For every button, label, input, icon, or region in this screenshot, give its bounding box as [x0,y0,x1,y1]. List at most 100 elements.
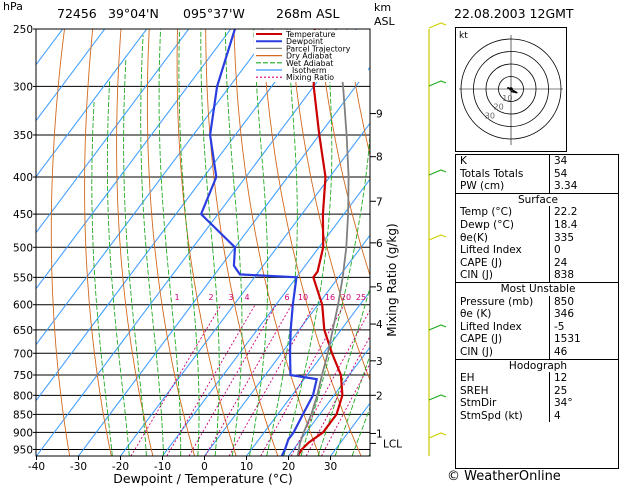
legend-entry: Mixing Ratio [286,73,334,82]
wet-adiabat-line [266,29,298,456]
dry-adiabat-line [290,29,370,382]
wet-adiabat-line [106,81,130,456]
height-tick-label: 5 [376,282,383,294]
mixing-ratio-axis-label: Mixing Ratio (g/kg) [385,223,399,336]
mixing-ratio-tick-label: 16 [325,293,335,302]
dry-adiabat-line [116,29,154,456]
hodograph-trace [507,87,518,94]
dry-adiabat-line [318,29,370,277]
legend-entry: Dry Adiabat [286,52,332,61]
index-label: Lifted Index [460,320,522,333]
wind-barb [428,324,447,331]
pressure-tick-label: 250 [13,24,33,36]
temperature-tick-label: 0 [201,461,208,473]
wet-adiabat-line [351,406,370,456]
isotherm-line [415,29,451,456]
hodograph-ring-label: 30 [485,111,495,120]
hodograph-section-title: Hodograph [456,358,618,373]
temperature-tick-label: 30 [324,461,337,473]
dry-adiabat-line [84,29,112,456]
height-tick-label: 9 [376,109,383,121]
station-latitude: 39°04'N [108,6,159,21]
index-value: 0 [549,244,618,257]
pressure-tick-label: 650 [13,325,33,337]
wet-adiabat-line [200,29,220,456]
wet-adiabat-line [334,354,370,456]
height-tick-label: 8 [376,152,383,164]
hodograph-origin [509,87,513,91]
wet-adiabat-line [300,128,370,456]
pressure-tick-label: 500 [13,242,33,254]
wind-barb-column [428,22,447,456]
weatheronline-credit: © WeatherOnline [447,469,561,484]
isotherm-line [246,290,370,456]
pressure-tick-label: 550 [13,272,33,284]
wet-adiabat-line [158,29,182,456]
height-tick-label: 1 [376,428,383,440]
surface-section-title: Surface [456,192,618,207]
index-value: 54 [549,167,618,181]
index-label: CIN (J) [460,269,493,282]
temperature-tick-label: -10 [154,461,171,473]
pressure-tick-label: 350 [13,130,33,142]
wind-barb [428,234,447,241]
index-value: 12 [549,372,618,385]
dry-adiabat-line [261,29,362,456]
wind-barb [428,394,447,401]
mixing-ratio-line [166,304,256,456]
index-value: 4 [549,409,618,423]
dry-adiabat-line [233,29,320,456]
legend-entry: Temperature [285,30,336,39]
asl-unit-label: ASL [374,15,395,28]
pressure-tick-label: 950 [13,444,33,456]
index-label: SREH [460,384,489,397]
index-label: StmDir [460,397,497,410]
hodograph-ring-label: 20 [494,103,504,112]
most-unstable-section-title: Most Unstable [456,281,618,296]
index-value: 34 [549,155,618,168]
pressure-tick-label: 450 [13,209,33,221]
pressure-tick-label: 600 [13,300,33,312]
wind-barb [428,169,447,176]
index-label: Totals Totals [460,167,524,180]
index-value: 18.4 [549,218,618,232]
mixing-ratio-tick-label: 20 [341,293,351,302]
isotherm-line [36,29,190,234]
temperature-tick-label: 20 [282,461,295,473]
mixing-ratio-tick-label: 6 [284,293,289,302]
hodograph-unit-label: kt [459,31,468,41]
index-label: CAPE (J) [460,256,503,269]
lcl-label: LCL [383,438,402,450]
index-value: 46 [549,345,618,359]
index-value: 22.2 [549,206,618,219]
dry-adiabat-line [50,29,71,456]
wet-adiabat-line [283,29,333,456]
index-label: K [460,155,467,167]
dry-adiabat-line [205,29,279,456]
mixing-ratio-tick-label: 25 [356,293,366,302]
isotherm-line [204,234,370,456]
dry-adiabat-line [176,29,237,456]
isotherm-line [36,29,106,122]
hodograph-ring-label: 10 [502,94,512,103]
pressure-tick-label: 900 [13,427,33,439]
isotherm-line [36,29,148,178]
station-id: 72456 [57,6,97,21]
index-value: 346 [549,308,618,321]
index-value: 34° [549,397,618,410]
height-tick-label: 7 [376,196,383,208]
index-label: CAPE (J) [460,333,503,346]
index-value: 335 [549,231,618,245]
mixing-ratio-line [188,304,277,456]
parcel-trajectory-profile [296,29,350,456]
mixing-ratio-tick-label: 10 [298,293,308,302]
index-label: CIN (J) [460,345,493,358]
dry-adiabat-line [432,29,450,456]
index-label: Lifted Index [460,244,522,257]
height-tick-label: 4 [376,319,383,331]
pressure-tick-label: 800 [13,390,33,402]
mixing-ratio-tick-label: 4 [244,293,249,302]
isotherm-line [120,122,370,456]
